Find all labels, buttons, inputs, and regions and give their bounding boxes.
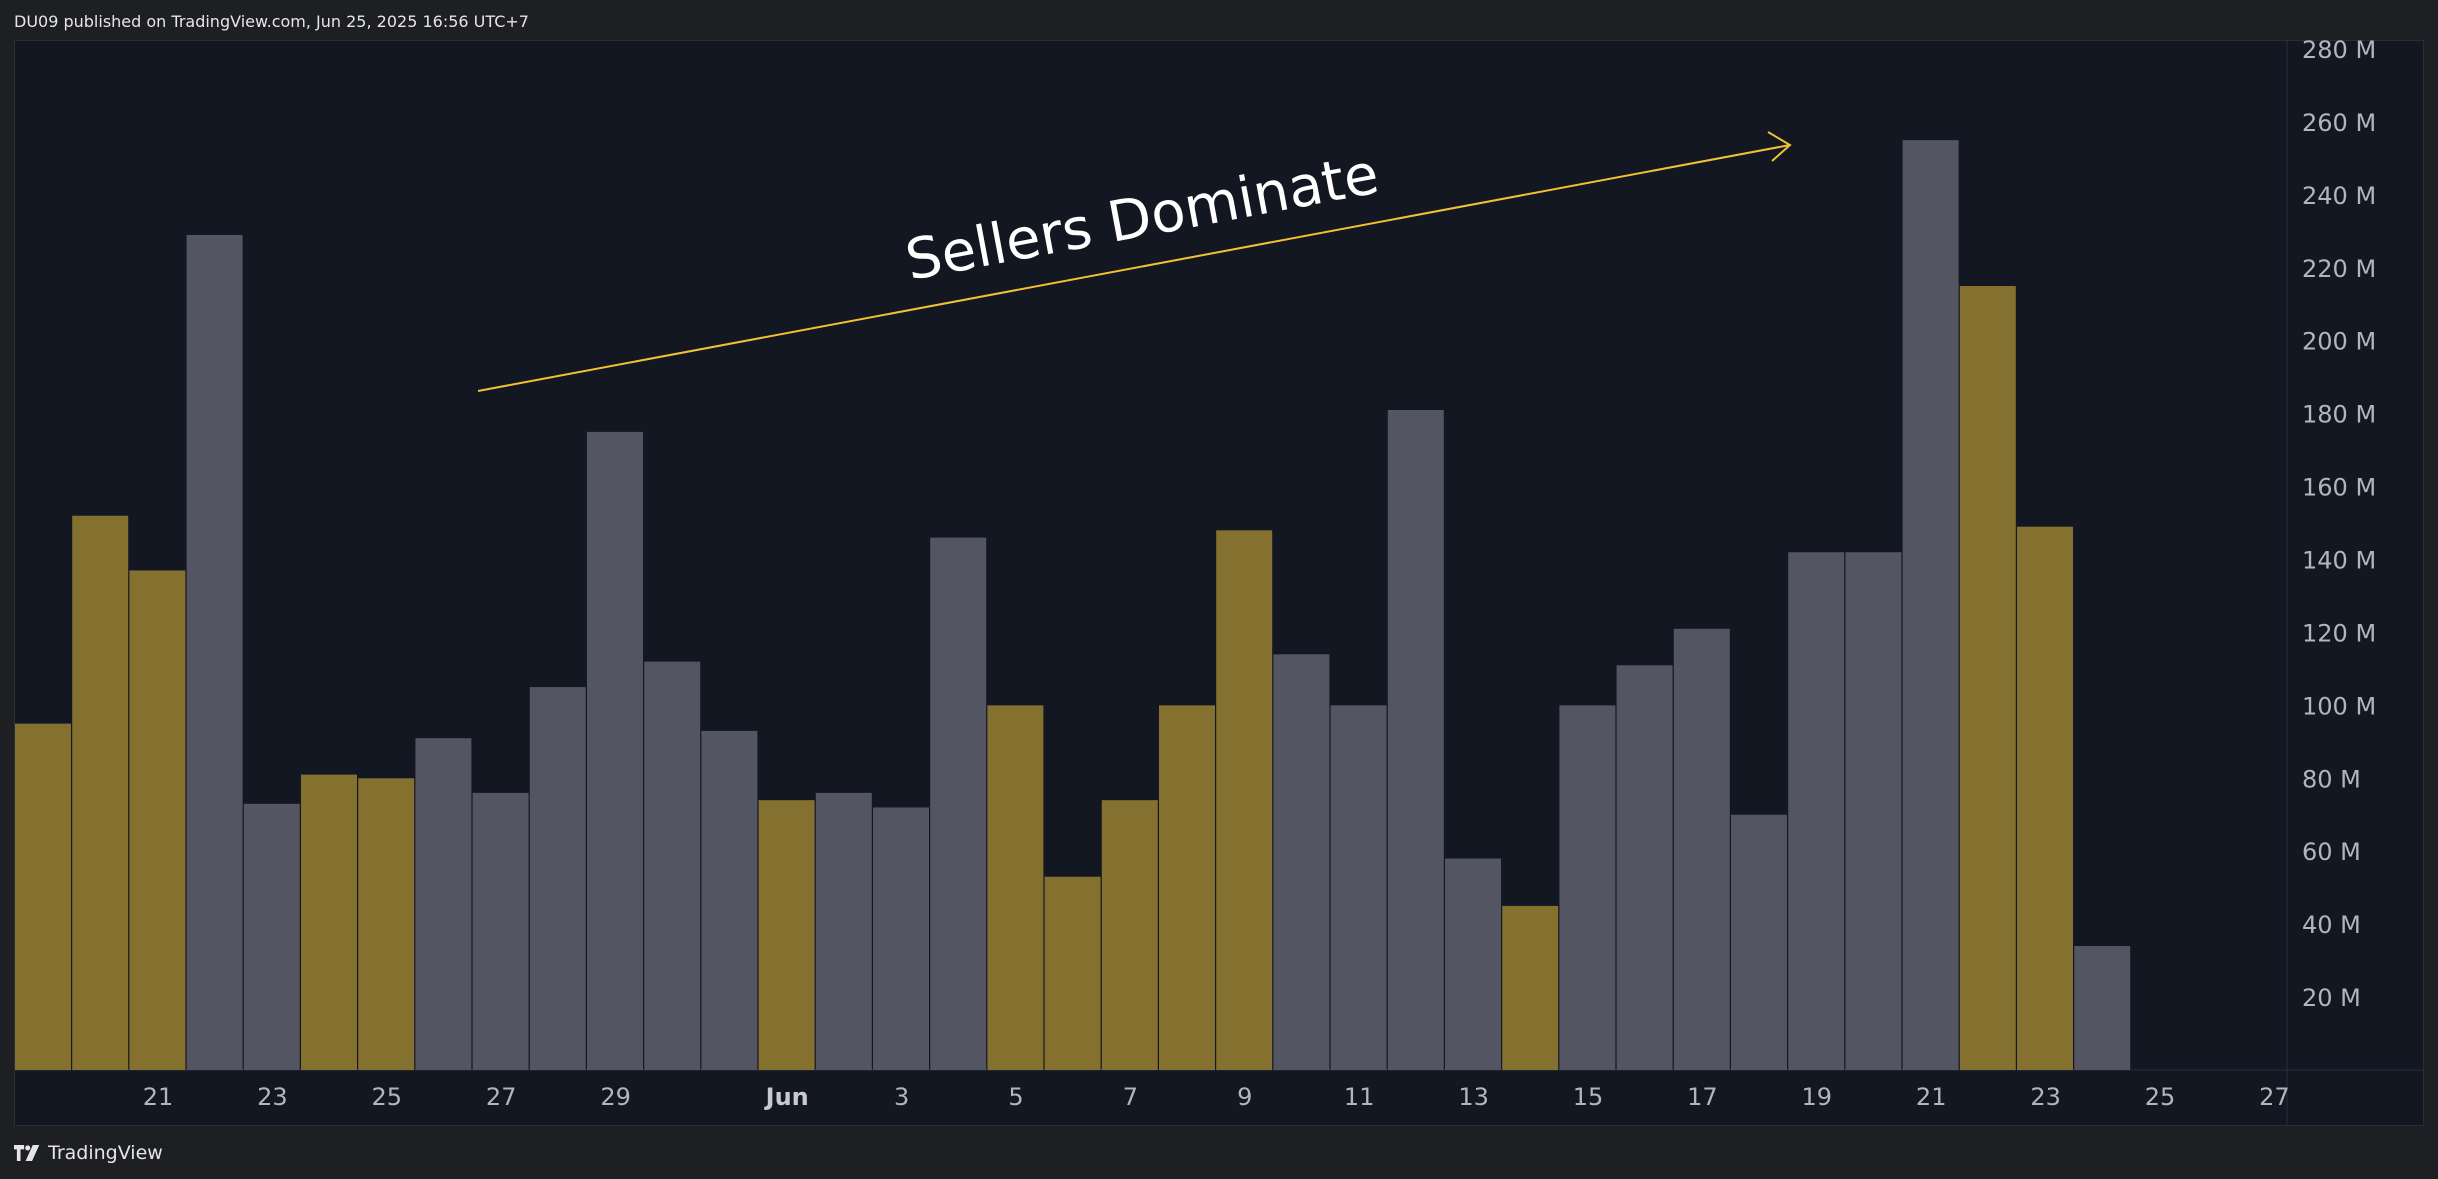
volume-bar-25[interactable] — [1445, 858, 1501, 1070]
y-tick-label: 240 M — [2302, 182, 2376, 210]
price-axis[interactable]: 20 M 40 M 60 M 80 M 100 M 120 M 140 M 160 M 180 … — [2302, 36, 2376, 1012]
volume-bar-11[interactable] — [644, 661, 701, 1070]
x-tick-label: 27 — [486, 1083, 517, 1111]
x-tick-label: 19 — [1802, 1083, 1833, 1111]
x-tick-label: 3 — [894, 1083, 909, 1111]
y-tick-label: 20 M — [2302, 984, 2361, 1012]
volume-bar-32[interactable] — [1845, 552, 1902, 1070]
volume-bar-26[interactable] — [1502, 905, 1559, 1070]
volume-bar-4[interactable] — [243, 803, 300, 1070]
y-tick-label: 200 M — [2302, 328, 2376, 356]
top-bar: DU09 published on TradingView.com, Jun 2… — [0, 0, 2438, 40]
x-tick-label: Jun — [764, 1083, 809, 1111]
x-tick-label: 15 — [1573, 1083, 1604, 1111]
x-tick-label: 23 — [257, 1083, 288, 1111]
x-tick-label: 25 — [2145, 1083, 2176, 1111]
volume-bar-29[interactable] — [1673, 628, 1730, 1070]
y-tick-label: 280 M — [2302, 36, 2376, 64]
volume-bar-1[interactable] — [72, 515, 129, 1070]
volume-bar-12[interactable] — [701, 730, 758, 1070]
volume-bar-28[interactable] — [1616, 665, 1673, 1070]
volume-bar-19[interactable] — [1101, 800, 1158, 1070]
x-tick-label: 27 — [2259, 1083, 2290, 1111]
volume-bar-20[interactable] — [1159, 705, 1215, 1070]
footer: TradingView — [14, 1140, 163, 1166]
trend-arrow-head — [1767, 131, 1792, 162]
x-tick-label: 21 — [1916, 1083, 1947, 1111]
x-tick-label: 13 — [1458, 1083, 1489, 1111]
trend-arrow-line — [477, 144, 1791, 392]
volume-bar-21[interactable] — [1216, 530, 1273, 1070]
volume-bar-17[interactable] — [987, 705, 1044, 1070]
time-axis[interactable]: 21 23 25 27 29 Jun 3 5 7 9 11 13 15 17 19 21 23 25 27 — [143, 1083, 2290, 1111]
volume-bar-33[interactable] — [1902, 140, 1959, 1071]
volume-bar-34[interactable] — [1959, 286, 2016, 1071]
y-tick-label: 220 M — [2302, 255, 2376, 283]
volume-bar-7[interactable] — [415, 738, 472, 1070]
y-tick-label: 40 M — [2302, 911, 2361, 939]
y-tick-label: 100 M — [2302, 692, 2376, 720]
volume-bar-22[interactable] — [1273, 654, 1330, 1070]
volume-bar-30[interactable] — [1731, 814, 1787, 1070]
volume-bar-24[interactable] — [1387, 409, 1444, 1070]
volume-bar-16[interactable] — [930, 537, 987, 1070]
volume-bar-13[interactable] — [758, 800, 815, 1070]
tradingview-logo-icon[interactable] — [14, 1145, 40, 1161]
publish-info: DU09 published on TradingView.com, Jun 2… — [14, 12, 529, 31]
volume-bar-3[interactable] — [186, 234, 243, 1071]
volume-bar-15[interactable] — [873, 807, 929, 1070]
volume-bar-36[interactable] — [2074, 946, 2131, 1070]
volume-bar-31[interactable] — [1788, 552, 1845, 1070]
volume-bar-18[interactable] — [1044, 876, 1101, 1070]
x-tick-label: 11 — [1344, 1083, 1375, 1111]
x-tick-label: 23 — [2030, 1083, 2061, 1111]
y-tick-label: 180 M — [2302, 401, 2376, 429]
x-tick-label: 9 — [1237, 1083, 1252, 1111]
footer-brand[interactable]: TradingView — [48, 1142, 163, 1164]
y-tick-label: 160 M — [2302, 474, 2376, 502]
x-tick-label: 5 — [1008, 1083, 1023, 1111]
volume-bar-27[interactable] — [1559, 705, 1616, 1070]
trend-arrow[interactable] — [477, 131, 1792, 392]
y-tick-label: 140 M — [2302, 547, 2376, 575]
volume-bar-14[interactable] — [815, 792, 872, 1070]
volume-bar-6[interactable] — [358, 778, 415, 1070]
volume-bar-10[interactable] — [587, 431, 643, 1070]
volume-bar-8[interactable] — [472, 792, 529, 1070]
volume-bar-35[interactable] — [2017, 526, 2073, 1070]
annotation-text[interactable]: Sellers Dominate — [901, 142, 1384, 294]
y-tick-label: 120 M — [2302, 619, 2376, 647]
x-tick-label: 29 — [600, 1083, 631, 1111]
volume-bar-0[interactable] — [15, 723, 71, 1070]
volume-bar-5[interactable] — [301, 774, 357, 1070]
volume-bars — [15, 140, 2131, 1071]
x-tick-label: 7 — [1123, 1083, 1138, 1111]
volume-chart[interactable]: 20 M 40 M 60 M 80 M 100 M 120 M 140 M 160 M 180 … — [0, 0, 2438, 1140]
y-tick-label: 80 M — [2302, 765, 2361, 793]
x-tick-label: 21 — [143, 1083, 174, 1111]
x-tick-label: 17 — [1687, 1083, 1718, 1111]
x-tick-label: 25 — [372, 1083, 403, 1111]
volume-bar-23[interactable] — [1330, 705, 1387, 1070]
volume-bar-9[interactable] — [529, 687, 586, 1070]
y-tick-label: 260 M — [2302, 109, 2376, 137]
volume-bar-2[interactable] — [129, 570, 186, 1070]
y-tick-label: 60 M — [2302, 838, 2361, 866]
